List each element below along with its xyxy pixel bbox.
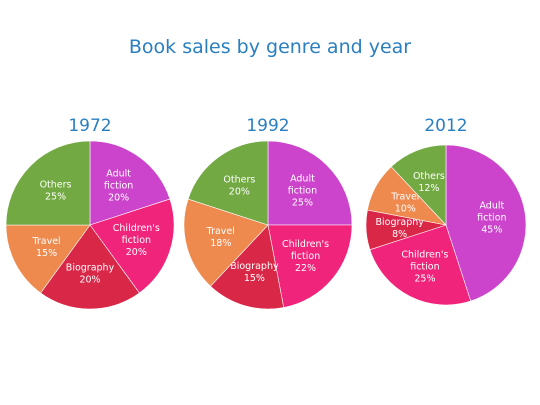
slice-name-label: Others [413, 171, 445, 182]
slice-label-travel-1992: Travel 18% [206, 226, 235, 249]
slice-value-label: 8% [392, 229, 407, 240]
slice-value-label: 10% [395, 204, 416, 215]
slice-label-biography-1972: Biography 20% [66, 263, 115, 286]
slice-value-label: 20% [108, 193, 129, 204]
pie-slice-children-s-fiction-1972 [89, 198, 175, 294]
slice-value-label: 20% [126, 247, 147, 258]
pie-slice-others-1992 [187, 140, 269, 226]
slice-value-label: 25% [292, 198, 313, 209]
slice-name-label: fiction [288, 186, 317, 197]
pie-slice-biography-1972 [40, 224, 140, 310]
slice-label-others-2012: Others 12% [413, 171, 445, 194]
slice-value-label: 22% [295, 263, 316, 274]
chart-title: Book sales by genre and year [129, 36, 411, 58]
pie-slice-travel-1972 [5, 224, 91, 294]
slice-value-label: 20% [79, 275, 100, 286]
slice-label-travel-2012: Travel 10% [390, 192, 419, 215]
slice-name-label: fiction [477, 213, 506, 224]
slice-label-biography-1992: Biography 15% [230, 261, 279, 284]
slice-value-label: 18% [210, 238, 231, 249]
slice-name-label: Adult [290, 174, 315, 185]
slice-value-label: 45% [481, 225, 502, 236]
pie-slice-adult-fiction-1992 [267, 140, 353, 226]
pie-slice-adult-fiction-2012 [445, 144, 527, 302]
slice-value-label: 12% [418, 183, 439, 194]
slice-name-label: Others [223, 175, 255, 186]
pie-slice-children-s-fiction-1992 [267, 224, 353, 308]
slice-name-label: Travel [206, 226, 235, 237]
slice-name-label: Children's [113, 223, 160, 234]
slice-name-label: fiction [410, 261, 439, 272]
slice-value-label: 20% [229, 187, 250, 198]
slice-label-children-s-fiction-2012: Children's fiction 25% [401, 249, 448, 284]
slice-name-label: fiction [122, 235, 151, 246]
pie-title-1992: 1992 [246, 116, 289, 136]
slice-value-label: 15% [244, 273, 265, 284]
slice-name-label: Travel [31, 236, 60, 247]
slice-label-children-s-fiction-1972: Children's fiction 20% [113, 223, 160, 258]
slice-name-label: fiction [291, 251, 320, 262]
slice-label-travel-1972: Travel 15% [31, 236, 60, 259]
slice-name-label: fiction [104, 181, 133, 192]
pie-title-2012: 2012 [424, 116, 467, 136]
pie-slice-children-s-fiction-2012 [369, 224, 472, 306]
slice-label-adult-fiction-2012: Adult fiction 45% [477, 201, 506, 236]
slice-name-label: Biography [66, 263, 115, 274]
slice-name-label: Biography [230, 261, 279, 272]
slice-name-label: Children's [401, 249, 448, 260]
slice-value-label: 25% [45, 192, 66, 203]
slice-label-adult-fiction-1992: Adult fiction 25% [288, 174, 317, 209]
slice-name-label: Children's [282, 239, 329, 250]
slice-label-others-1972: Others 25% [40, 180, 72, 203]
slice-name-label: Adult [106, 169, 131, 180]
pie-slice-others-1972 [5, 140, 91, 226]
slice-value-label: 25% [414, 273, 435, 284]
slice-name-label: Others [40, 180, 72, 191]
pie-slice-others-2012 [390, 144, 447, 226]
pie-slice-adult-fiction-1972 [89, 140, 171, 226]
slice-name-label: Adult [479, 201, 504, 212]
slice-label-others-1992: Others 20% [223, 175, 255, 198]
slice-label-biography-2012: Biography 8% [375, 217, 424, 240]
slice-label-children-s-fiction-1992: Children's fiction 22% [282, 239, 329, 274]
slice-value-label: 15% [36, 248, 57, 259]
pie-title-1972: 1972 [68, 116, 111, 136]
pie-slice-travel-1992 [183, 198, 269, 287]
slice-label-adult-fiction-1972: Adult fiction 20% [104, 169, 133, 204]
slice-name-label: Travel [390, 192, 419, 203]
pie-slice-biography-1992 [210, 224, 285, 310]
slice-name-label: Biography [375, 217, 424, 228]
